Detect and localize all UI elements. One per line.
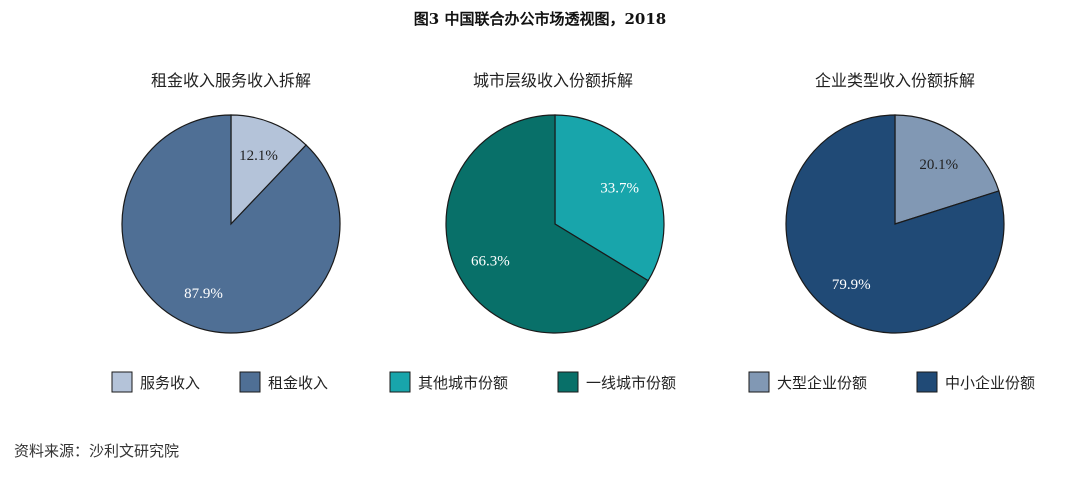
legend-label: 租金收入	[268, 374, 328, 392]
legend-label: 一线城市份额	[586, 374, 676, 392]
slice-label: 12.1%	[239, 148, 278, 164]
pie-slice	[121, 114, 341, 334]
legend-label: 中小企业份额	[945, 374, 1035, 392]
pie-slice	[785, 114, 1005, 334]
legend-swatch	[748, 371, 770, 393]
slice-label: 79.9%	[832, 277, 871, 293]
pie-slice	[230, 114, 307, 226]
legend-swatch	[389, 371, 411, 393]
pie-slice	[894, 114, 1000, 225]
chart-title: 租金收入服务收入拆解	[151, 71, 311, 90]
chart-title: 城市层级收入份额拆解	[473, 71, 633, 90]
legend-swatch	[111, 371, 133, 393]
pie-slice	[554, 114, 665, 282]
legend-swatch	[239, 371, 261, 393]
slice-label: 33.7%	[600, 181, 639, 197]
slice-label: 66.3%	[471, 253, 510, 269]
legend-label: 其他城市份额	[418, 374, 508, 392]
legend-label: 大型企业份额	[777, 374, 867, 392]
source-note: 资料来源：沙利文研究院	[14, 442, 180, 460]
chart-title: 企业类型收入份额拆解	[815, 71, 975, 90]
slice-label: 87.9%	[184, 286, 223, 302]
legend-swatch	[916, 371, 938, 393]
figure-title: 图3 中国联合办公市场透视图，2018	[413, 10, 667, 28]
pie-slice	[445, 114, 649, 334]
legend-label: 服务收入	[140, 374, 200, 392]
pie-charts: 租金收入服务收入拆解 12.1% 87.9% 服务收入 租金收入 城市层级收入份额拆解 33…	[111, 71, 1035, 393]
slice-label: 20.1%	[919, 157, 958, 173]
legend-swatch	[557, 371, 579, 393]
